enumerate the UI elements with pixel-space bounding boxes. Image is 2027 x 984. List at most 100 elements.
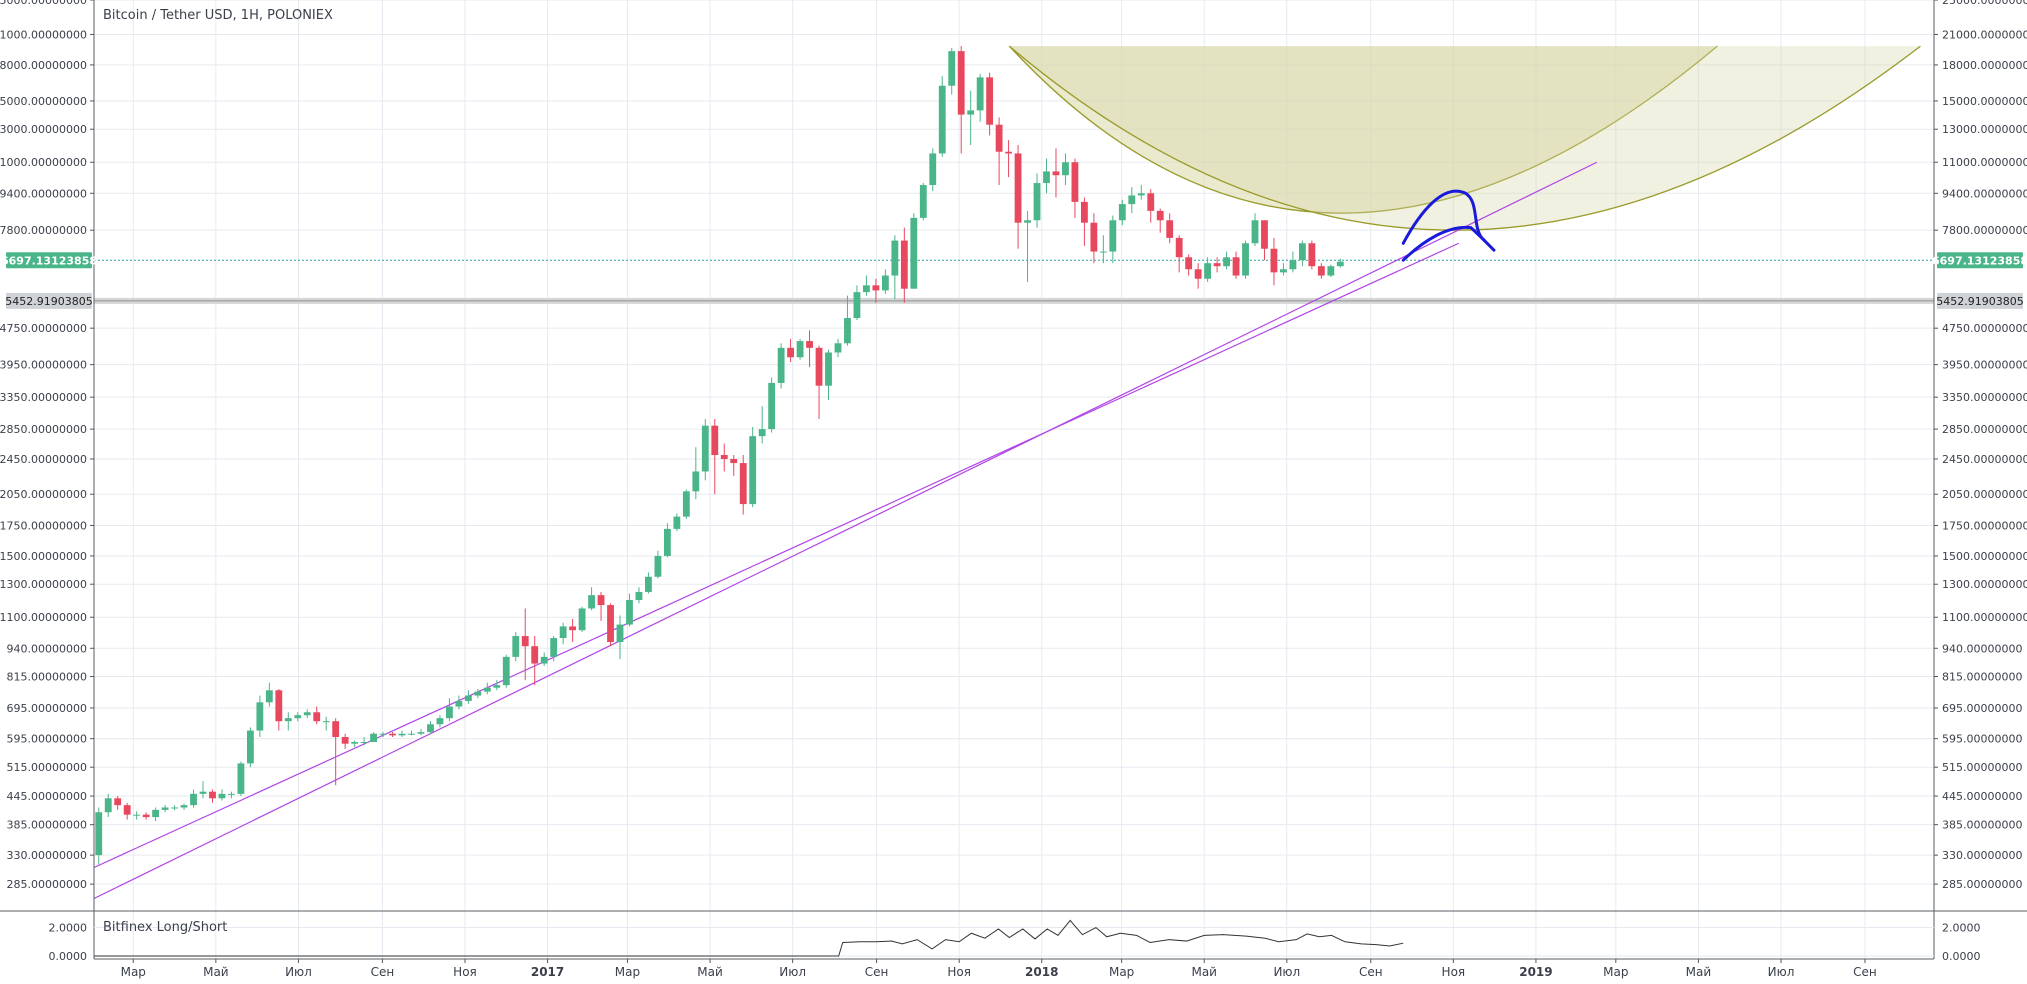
y-tick-label: 3950.00000000: [1942, 359, 2027, 372]
indicator-pane: 2.0000 2.0000 0.0000 0.0000: [49, 919, 1981, 963]
price-axis-left[interactable]: 25000.00000000 21000.00000000 18000.000000…: [0, 0, 94, 891]
badge-label: 5452.91903805: [5, 295, 92, 308]
candle-body: [199, 791, 207, 794]
price-axis-right[interactable]: 25000.00000000 21000.00000000 18000.000000…: [1934, 0, 2027, 891]
candle-body: [881, 275, 889, 291]
inner-arc: [1008, 45, 1718, 214]
candle-body: [1166, 220, 1174, 238]
upper-trendline: [93, 242, 1460, 869]
y-tick-label: 695.00000000: [7, 702, 87, 715]
candle-body: [1062, 162, 1069, 176]
vertical-grid: [132, 0, 1866, 959]
y-tick-label: 25000.00000000: [0, 0, 87, 7]
candle-body: [246, 730, 254, 764]
badge-label: 6697.13123858: [1, 254, 97, 267]
candle-body: [863, 285, 870, 293]
candle-body: [806, 341, 813, 348]
candle-body: [777, 347, 785, 383]
candle-body: [190, 793, 197, 806]
candle-body: [531, 646, 539, 664]
candle-body: [701, 425, 709, 472]
indicator-tick-label: 2.0000: [49, 922, 88, 935]
y-tick-label: 2050.00000000: [1942, 488, 2027, 501]
annotation-upper-stroke: [1401, 189, 1496, 252]
x-tick-label: 2018: [1025, 965, 1058, 979]
candle-body: [502, 656, 510, 686]
candle-body: [464, 695, 472, 701]
candle-body: [341, 737, 349, 744]
candle-body: [370, 733, 377, 743]
x-tick-label: 2017: [531, 965, 564, 979]
y-tick-label: 18000.00000000: [0, 59, 87, 72]
annotation-lower-stroke: [1401, 225, 1486, 262]
candle-body: [1213, 263, 1221, 267]
candle-body: [228, 793, 235, 795]
candle-body: [332, 721, 340, 738]
candle-body: [948, 51, 956, 86]
y-tick-label: 815.00000000: [7, 670, 87, 683]
arc-drawings: [1008, 45, 1921, 231]
candle-body: [588, 595, 595, 609]
x-tick-label: Мар: [615, 965, 640, 979]
x-tick-label: Сен: [1853, 965, 1877, 979]
x-tick-label: Мар: [1603, 965, 1628, 979]
y-tick-label: 1100.00000000: [1942, 611, 2027, 624]
y-tick-label: 21000.00000000: [1942, 28, 2027, 41]
candle-body: [512, 636, 520, 657]
candle-body: [1194, 269, 1202, 279]
y-tick-label: 1750.00000000: [1942, 519, 2027, 532]
y-tick-label: 2850.00000000: [0, 423, 87, 436]
candle-body: [161, 807, 169, 810]
candle-body: [1137, 193, 1145, 196]
candle-body: [1147, 193, 1155, 211]
candle-body: [114, 798, 122, 806]
y-tick-label: 11000.00000000: [1942, 156, 2027, 169]
x-tick-label: Июл: [1768, 965, 1795, 979]
candle-body: [209, 791, 216, 799]
candle-body: [1232, 257, 1240, 276]
candle-body: [322, 721, 330, 723]
candle-body: [445, 706, 453, 719]
y-tick-label: 595.00000000: [1942, 733, 2022, 746]
candle-body: [95, 812, 103, 856]
y-tick-label: 2050.00000000: [0, 488, 87, 501]
y-tick-label: 2450.00000000: [0, 453, 87, 466]
candle-body: [654, 555, 662, 577]
candle-body: [1109, 220, 1117, 252]
x-tick-label: Сен: [1359, 965, 1383, 979]
candle-body: [171, 807, 178, 809]
candle-body: [1223, 257, 1230, 267]
candle-body: [1156, 210, 1164, 221]
candle-body: [133, 814, 141, 816]
y-tick-label: 815.00000000: [1942, 670, 2022, 683]
y-tick-label: 1500.00000000: [0, 550, 87, 563]
candle-body: [692, 471, 700, 492]
y-tick-label: 515.00000000: [7, 761, 87, 774]
candle-body: [569, 626, 577, 631]
candle-body: [635, 591, 643, 601]
candle-body: [929, 153, 937, 186]
candle-body: [1024, 220, 1031, 223]
time-axis[interactable]: Мар Май Июл Сен Ноя 2017 Мар Май Июл Сен Ноя 2018 Ма…: [121, 959, 1877, 979]
candle-body: [256, 702, 264, 731]
candle-body: [550, 638, 558, 657]
candle-body: [218, 793, 226, 799]
x-tick-label: Сен: [371, 965, 395, 979]
candle-body: [389, 733, 396, 736]
current-price-badge: [6, 252, 92, 269]
candle-body: [872, 285, 880, 291]
y-tick-label: 515.00000000: [1942, 761, 2022, 774]
candle-body: [616, 624, 624, 643]
candle-body: [910, 217, 918, 289]
candle-body: [455, 700, 463, 707]
freehand-annotation: [1401, 189, 1496, 262]
candle-body: [398, 733, 406, 736]
candle-body: [351, 742, 359, 744]
candle-body: [294, 715, 302, 719]
candle-body: [768, 382, 776, 430]
candle-body: [1052, 171, 1060, 176]
candle-body: [1261, 220, 1268, 249]
candle-body: [417, 732, 425, 734]
candle-body: [1242, 243, 1249, 276]
